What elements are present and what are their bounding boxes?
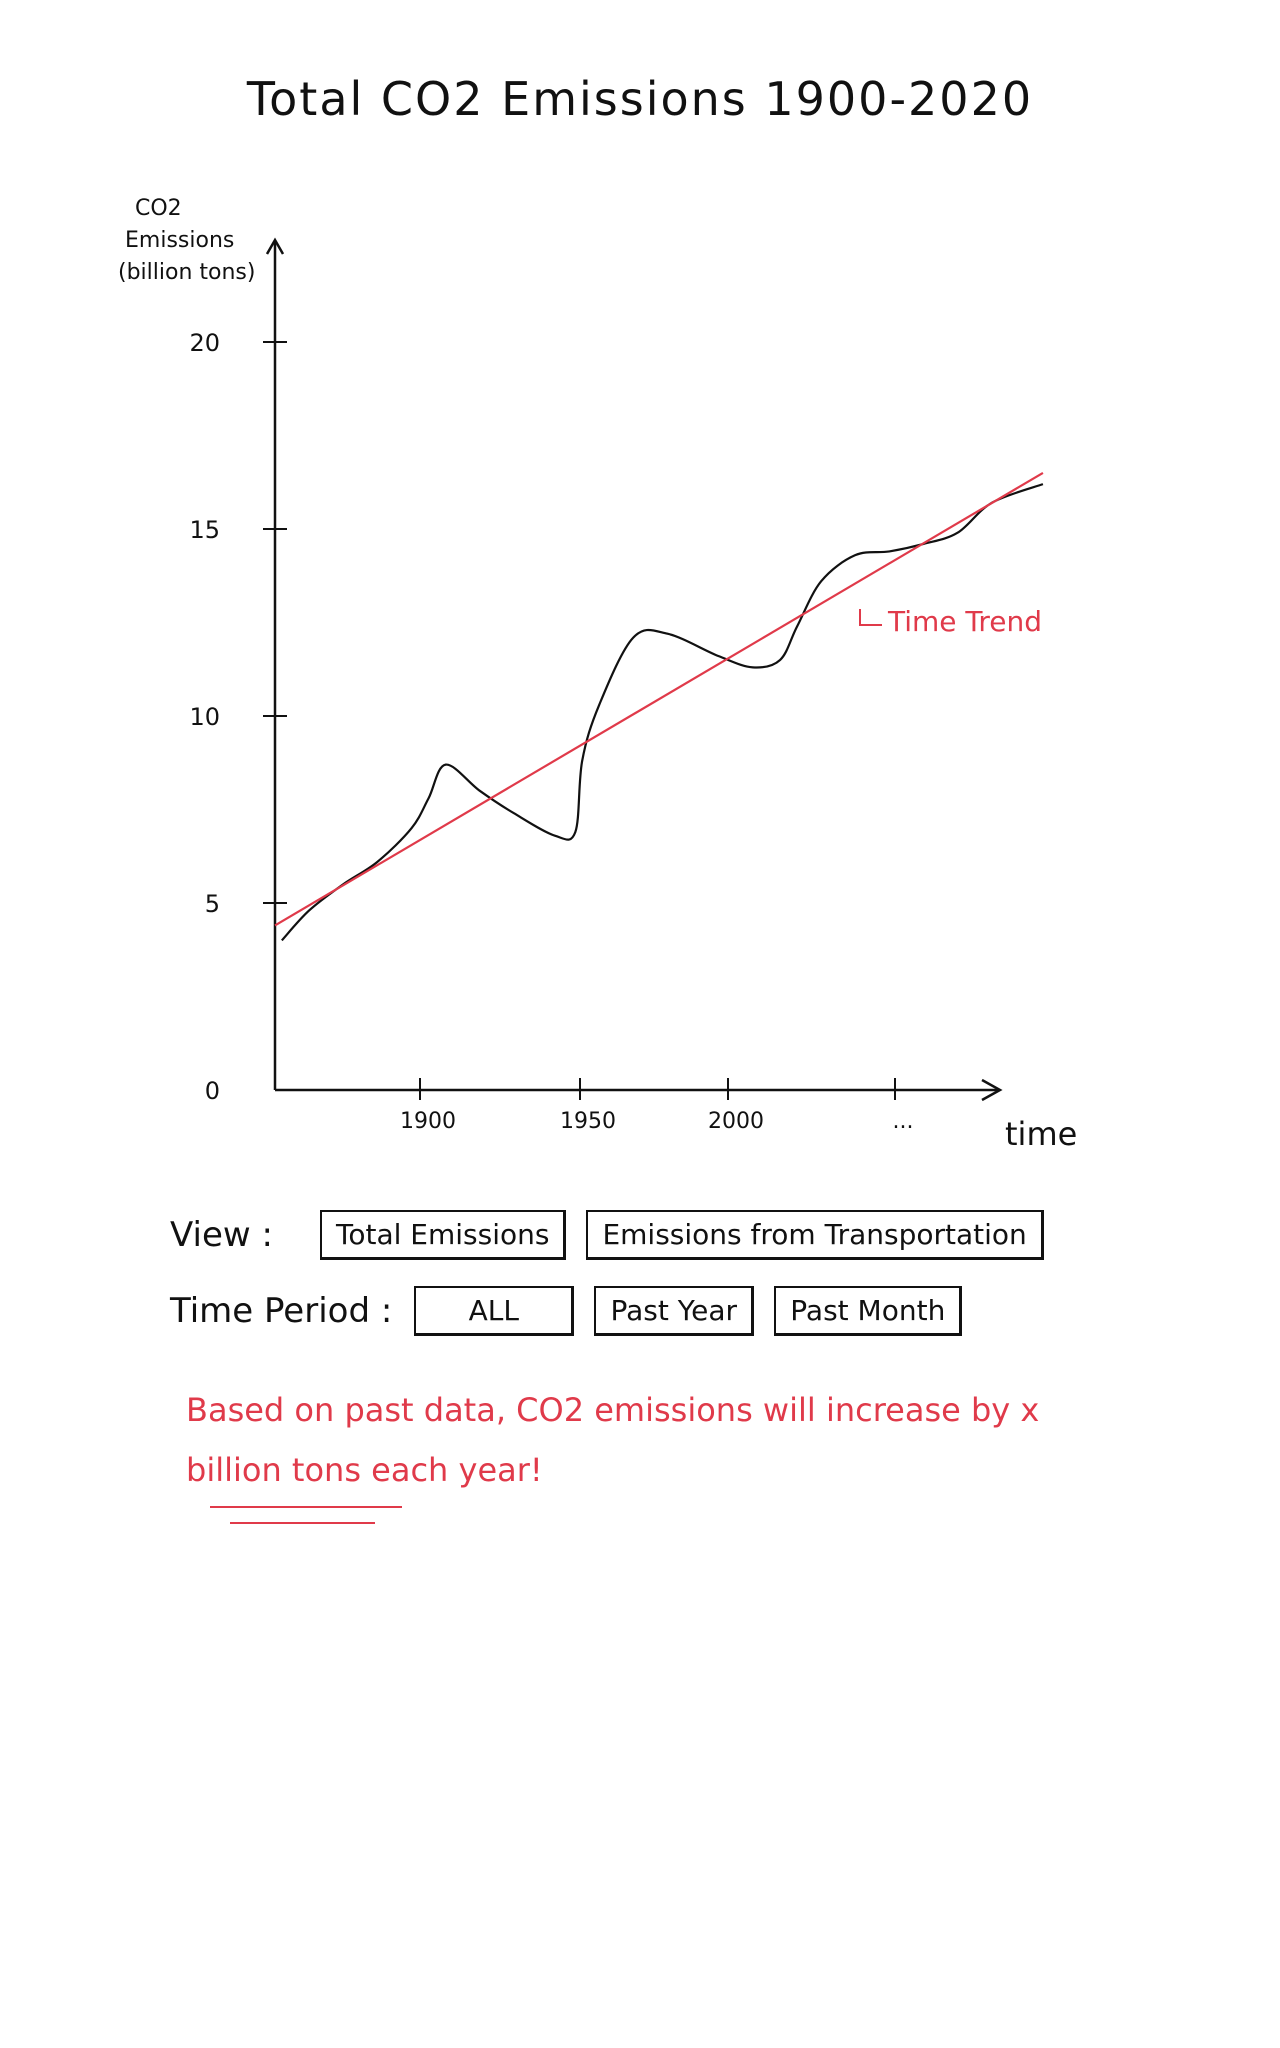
y-tick-label: 20 bbox=[189, 329, 220, 357]
period-all-button[interactable]: ALL bbox=[414, 1286, 575, 1336]
time-trend-line bbox=[274, 471, 1044, 927]
view-transportation-emissions-button[interactable]: Emissions from Transportation bbox=[586, 1210, 1044, 1260]
prediction-text: Based on past data, CO2 emissions will i… bbox=[186, 1391, 1040, 1489]
x-tick-label: 1950 bbox=[560, 1109, 616, 1134]
time-trend-annotation: Time Trend bbox=[887, 605, 1042, 638]
y-tick-label: 10 bbox=[189, 703, 220, 731]
chart-title: Total CO2 Emissions 1900-2020 bbox=[246, 72, 1034, 126]
y-tick-label: 0 bbox=[205, 1077, 220, 1105]
y-tick-label: 15 bbox=[189, 516, 220, 544]
view-label: View : bbox=[170, 1215, 273, 1255]
co2-emissions-chart: 0 5 10 15 20 1900 1950 2000 ... CO2 Emissions (bill… bbox=[118, 196, 1077, 1153]
x-tick-label: 2000 bbox=[708, 1109, 764, 1134]
x-tick-label: 1900 bbox=[400, 1109, 456, 1134]
view-total-emissions-button[interactable]: Total Emissions bbox=[320, 1210, 567, 1260]
x-axis-arrow bbox=[981, 1078, 1003, 1102]
x-axis-label: time bbox=[1005, 1115, 1077, 1153]
y-axis-arrow bbox=[265, 237, 285, 255]
period-past-year-button[interactable]: Past Year bbox=[594, 1286, 755, 1336]
prediction-underline-2 bbox=[230, 1522, 375, 1524]
y-axis-label: CO2 Emissions (billion tons) bbox=[118, 196, 255, 285]
time-period-label: Time Period : bbox=[170, 1291, 393, 1331]
y-tick-label: 5 bbox=[205, 890, 220, 918]
x-tick-label: ... bbox=[893, 1109, 914, 1134]
time-period-row: Time Period : ALL Past Year Past Month bbox=[170, 1286, 1170, 1336]
prediction-underline bbox=[210, 1506, 402, 1508]
view-row: View : Total Emissions Emissions from Tr… bbox=[170, 1210, 1170, 1260]
emissions-line bbox=[281, 483, 1044, 942]
chart-controls: View : Total Emissions Emissions from Tr… bbox=[170, 1210, 1170, 1362]
period-past-month-button[interactable]: Past Month bbox=[774, 1286, 963, 1336]
time-trend-arrow-icon bbox=[859, 609, 882, 626]
